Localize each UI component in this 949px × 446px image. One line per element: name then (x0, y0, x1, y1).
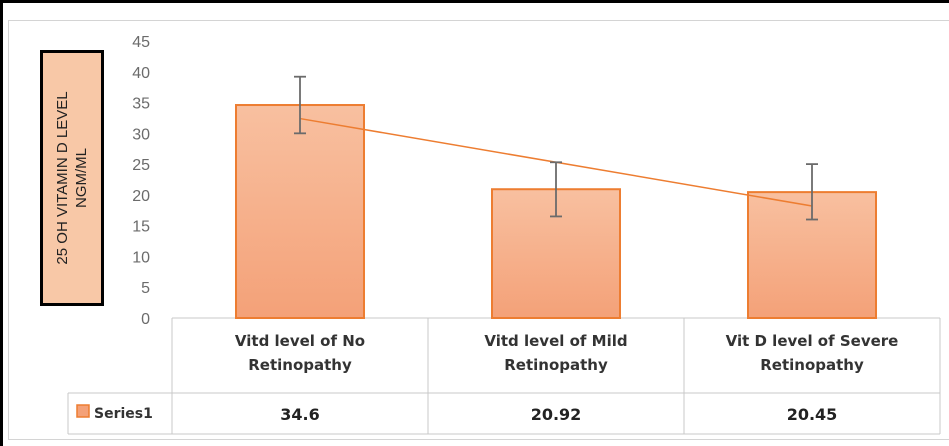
y-tick-label: 45 (132, 34, 150, 51)
legend-series-name: Series1 (94, 406, 153, 422)
category-label: Vit D level of Severe (726, 332, 899, 350)
y-tick-label: 35 (132, 96, 150, 113)
y-tick-label: 20 (132, 188, 150, 205)
bars (235, 104, 877, 319)
y-axis-title-line-1: 25 OH VITAMIN D LEVEL (54, 91, 71, 265)
y-tick-label: 30 (132, 126, 150, 143)
y-axis-title: 25 OH VITAMIN D LEVEL NGM/ML (40, 50, 104, 306)
category-label: Retinopathy (248, 356, 352, 374)
bar (235, 104, 365, 319)
y-tick-label: 10 (132, 249, 150, 266)
y-axis-ticks: 0 5 10 15 20 25 30 35 40 45 (132, 34, 150, 328)
y-tick-label: 15 (132, 219, 150, 236)
category-label: Retinopathy (760, 356, 864, 374)
y-axis-title-line-2: NGM/ML (73, 148, 90, 208)
y-tick-label: 25 (132, 157, 150, 174)
data-table-values: 34.6 20.92 20.45 (280, 405, 837, 424)
data-table-value: 34.6 (280, 405, 319, 424)
data-table-value: 20.45 (787, 405, 838, 424)
legend-swatch (76, 404, 90, 418)
category-labels: Vitd level of No Retinopathy Vitd level of… (235, 332, 898, 374)
y-tick-label: 5 (141, 280, 150, 297)
y-tick-label: 0 (141, 311, 150, 328)
y-tick-label: 40 (132, 65, 150, 82)
category-label: Retinopathy (504, 356, 608, 374)
category-label: Vitd level of No (235, 332, 365, 350)
error-bars (294, 75, 818, 221)
category-label: Vitd level of Mild (484, 332, 627, 350)
chart-area (8, 20, 949, 440)
series-legend: Series1 (76, 404, 153, 422)
data-table-value: 20.92 (531, 405, 582, 424)
